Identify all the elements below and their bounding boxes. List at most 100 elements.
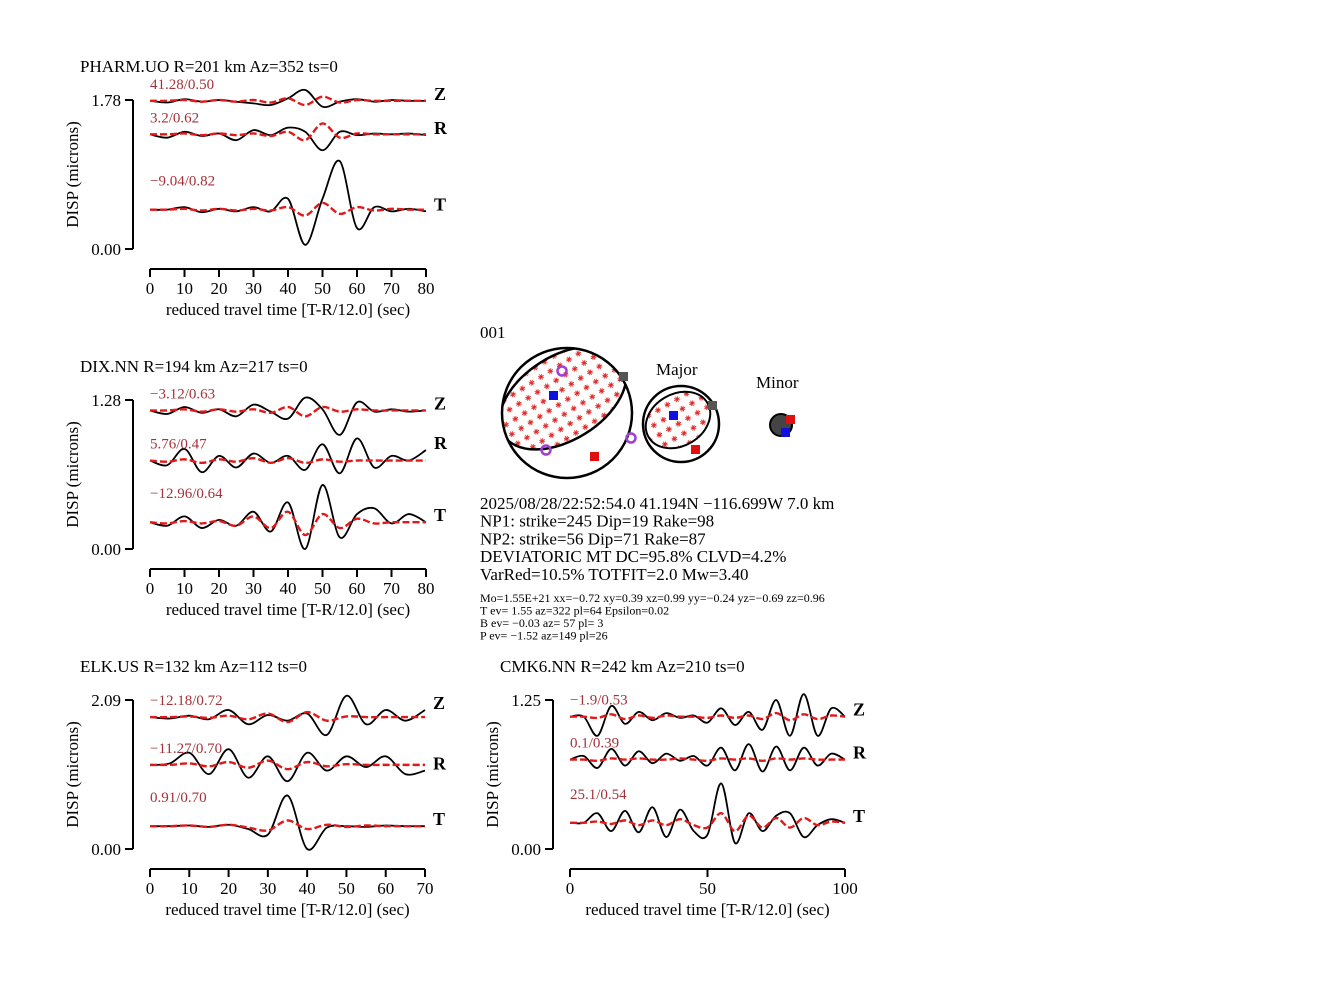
fit-annotation: −12.96/0.64 (150, 486, 223, 502)
x-axis-label: reduced travel time [T-R/12.0] (sec) (165, 900, 409, 919)
observed-trace (149, 159, 427, 246)
synthetic-trace (149, 201, 427, 217)
x-tick-label: 40 (299, 879, 316, 898)
x-tick-label: 60 (377, 879, 394, 898)
y-tick-label: 0.00 (511, 840, 541, 859)
observed-trace (149, 484, 427, 550)
observed-trace (569, 782, 846, 845)
observed-trace (569, 693, 846, 737)
fit-annotation: 0.91/0.70 (150, 790, 207, 806)
b-axis (619, 372, 628, 381)
major-label: Major (656, 360, 698, 379)
x-tick-label: 0 (146, 579, 155, 598)
x-tick-label: 0 (146, 879, 155, 898)
y-tick-label: 1.28 (91, 391, 121, 410)
x-tick-label: 20 (211, 279, 228, 298)
x-tick-label: 20 (211, 579, 228, 598)
major-ball (641, 384, 721, 464)
y-axis-label: DISP (microns) (63, 121, 82, 228)
component-label: T (853, 806, 865, 826)
x-tick-label: 80 (418, 279, 435, 298)
fit-annotation: −3.12/0.63 (150, 386, 215, 402)
observed-trace (149, 396, 427, 436)
x-tick-label: 10 (176, 279, 193, 298)
x-tick-label: 50 (699, 879, 716, 898)
observed-trace (149, 126, 427, 152)
y-tick-label: 0.00 (91, 540, 121, 559)
x-tick-label: 70 (417, 879, 434, 898)
fit-annotation: −1.9/0.53 (570, 693, 628, 709)
x-tick-label: 30 (245, 279, 262, 298)
component-label: T (434, 194, 446, 214)
x-tick-label: 70 (383, 579, 400, 598)
y-tick-label: 1.25 (511, 691, 541, 710)
x-tick-label: 60 (349, 579, 366, 598)
component-label: T (434, 505, 446, 525)
beachball (500, 346, 634, 480)
minor-label: Minor (756, 373, 799, 392)
mechanism-info: NP1: strike=245 Dip=19 Rake=98 (480, 512, 714, 531)
x-tick-label: 50 (314, 279, 331, 298)
fit-annotation: 0.1/0.39 (570, 736, 619, 752)
synthetic-trace (149, 95, 426, 107)
synthetic-trace (149, 457, 426, 465)
y-axis-label: DISP (microns) (483, 721, 502, 828)
fit-annotation: −12.18/0.72 (150, 693, 223, 709)
synthetic-trace (569, 711, 846, 722)
panel-title: ELK.US R=132 km Az=112 ts=0 (80, 657, 307, 676)
x-tick-label: 10 (176, 579, 193, 598)
component-label: Z (433, 693, 445, 713)
mechanism-info: 2025/08/28/22:52:54.0 41.194N −116.699W … (480, 494, 834, 513)
fit-annotation: 41.28/0.50 (150, 77, 214, 93)
panel-title: CMK6.NN R=242 km Az=210 ts=0 (500, 657, 745, 676)
x-axis-label: reduced travel time [T-R/12.0] (sec) (166, 300, 410, 319)
mechanism-info: DEVIATORIC MT DC=95.8% CLVD=4.2% (480, 547, 786, 566)
x-tick-label: 100 (832, 879, 858, 898)
x-tick-label: 40 (280, 579, 297, 598)
b-axis (708, 401, 717, 410)
synthetic-trace (149, 819, 425, 832)
mechanism-detail: T ev= 1.55 az=322 pl=64 Epsilon=0.02 (480, 604, 669, 618)
observed-trace (569, 743, 846, 773)
component-label: Z (853, 700, 865, 720)
synthetic-trace (149, 710, 425, 724)
y-tick-label: 2.09 (91, 691, 121, 710)
component-label: T (433, 809, 445, 829)
synthetic-trace (569, 812, 846, 833)
p-axis (786, 415, 795, 424)
synthetic-trace (149, 122, 426, 142)
pole (625, 432, 637, 444)
p-axis (691, 445, 700, 454)
y-tick-label: 0.00 (91, 240, 121, 259)
x-tick-label: 50 (314, 579, 331, 598)
event-id: 001 (480, 323, 506, 342)
y-axis-label: DISP (microns) (63, 721, 82, 828)
x-tick-label: 60 (349, 279, 366, 298)
mechanism-detail: B ev= −0.03 az= 57 pl= 3 (480, 616, 603, 630)
x-tick-label: 80 (418, 579, 435, 598)
pole (556, 365, 568, 377)
x-tick-label: 20 (220, 879, 237, 898)
x-tick-label: 70 (383, 279, 400, 298)
component-label: Z (434, 84, 446, 104)
t-axis (781, 428, 790, 437)
y-tick-label: 1.78 (91, 91, 121, 110)
component-label: R (434, 118, 448, 138)
fit-annotation: −11.27/0.70 (150, 741, 222, 757)
focal-mechanism: 001 Major Minor (480, 323, 799, 480)
panel-title: PHARM.UO R=201 km Az=352 ts=0 (80, 57, 338, 76)
t-axis (549, 391, 558, 400)
t-axis (669, 411, 678, 420)
mechanism-detail: Mo=1.55E+21 xx=−0.72 xy=0.39 xz=0.99 yy=… (480, 591, 825, 605)
y-tick-label: 0.00 (91, 840, 121, 859)
component-label: R (853, 743, 867, 763)
fit-annotation: 25.1/0.54 (570, 787, 627, 803)
x-tick-label: 0 (566, 879, 575, 898)
p-axis (590, 452, 599, 461)
x-axis-label: reduced travel time [T-R/12.0] (sec) (166, 600, 410, 619)
mechanism-info: VarRed=10.5% TOTFIT=2.0 Mw=3.40 (480, 565, 748, 584)
panel-title: DIX.NN R=194 km Az=217 ts=0 (80, 357, 308, 376)
synthetic-trace (149, 759, 425, 771)
